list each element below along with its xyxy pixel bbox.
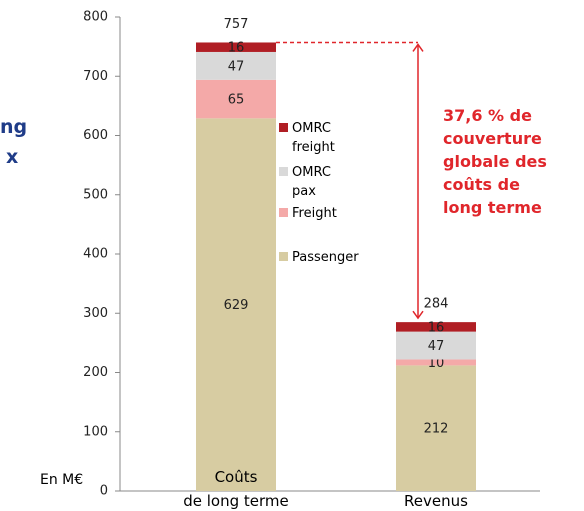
y-tick-label: 500 bbox=[83, 187, 108, 202]
bar-segment bbox=[396, 365, 476, 491]
y-tick-label: 0 bbox=[100, 484, 108, 499]
bar-segment bbox=[196, 118, 276, 491]
total-label: 757 bbox=[224, 17, 249, 32]
legend-label: OMRC pax bbox=[292, 165, 331, 199]
x-tick-label: Coûts de long terme bbox=[183, 468, 289, 510]
y-tick-label: 400 bbox=[83, 247, 108, 262]
value-label: 16 bbox=[228, 41, 245, 56]
value-label: 65 bbox=[228, 93, 245, 108]
legend-label: OMRC freight bbox=[292, 121, 335, 155]
legend-swatch bbox=[279, 208, 288, 217]
side-text: x bbox=[6, 146, 19, 168]
bar-segment bbox=[196, 51, 276, 80]
bar-segment bbox=[396, 331, 476, 360]
y-tick-label: 300 bbox=[83, 306, 108, 321]
side-text: ng bbox=[0, 116, 28, 138]
legend-label: Freight bbox=[292, 206, 337, 221]
bar-segment bbox=[396, 322, 476, 332]
y-tick-label: 100 bbox=[83, 424, 108, 439]
value-label: 212 bbox=[424, 422, 449, 437]
y-tick-label: 800 bbox=[83, 10, 108, 25]
x-tick-label: Revenus bbox=[404, 492, 468, 510]
arrow-head bbox=[412, 43, 424, 52]
arrow-head bbox=[412, 310, 424, 320]
y-tick-label: 600 bbox=[83, 128, 108, 143]
y-tick-label: 700 bbox=[83, 69, 108, 84]
total-label: 284 bbox=[424, 297, 449, 312]
bar-segment bbox=[196, 42, 276, 52]
y-tick-label: 200 bbox=[83, 365, 108, 380]
value-label: 10 bbox=[428, 356, 445, 371]
value-label: 629 bbox=[224, 298, 249, 313]
unit-label: En M€ bbox=[40, 472, 84, 488]
bar-segment bbox=[196, 79, 276, 119]
legend-swatch bbox=[279, 167, 288, 176]
annotation: 37,6 % de couverture globale des coûts d… bbox=[443, 106, 547, 217]
value-label: 16 bbox=[428, 320, 445, 335]
bar-segment bbox=[396, 359, 476, 366]
legend-swatch bbox=[279, 252, 288, 261]
legend-label: Passenger bbox=[292, 250, 359, 265]
legend-swatch bbox=[279, 123, 288, 132]
value-label: 47 bbox=[228, 59, 245, 74]
value-label: 47 bbox=[428, 339, 445, 354]
